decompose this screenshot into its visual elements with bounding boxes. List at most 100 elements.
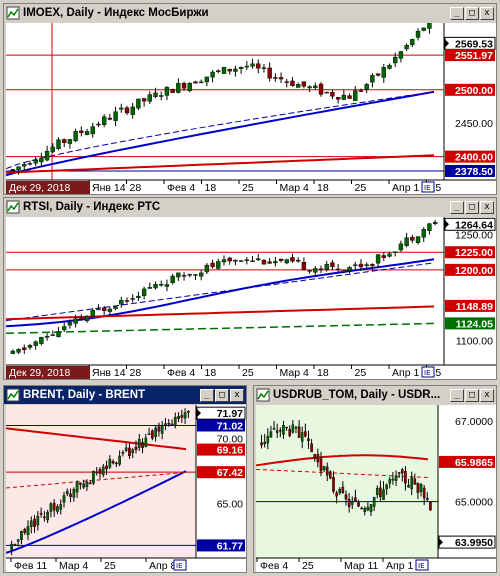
brent-titlebar[interactable]: BRENT, Daily - BRENT _ □ x bbox=[4, 386, 246, 404]
candle bbox=[44, 150, 50, 161]
candle bbox=[295, 84, 301, 88]
candle bbox=[153, 284, 158, 289]
candle bbox=[177, 416, 180, 420]
imoex-window[interactable]: IMOEX, Daily - Индекс МосБиржи _ □ x 256… bbox=[3, 3, 497, 195]
candle bbox=[256, 63, 261, 69]
candle bbox=[39, 157, 44, 163]
minimize-button[interactable]: _ bbox=[450, 6, 464, 20]
close-button[interactable]: x bbox=[480, 200, 494, 214]
maximize-button[interactable]: □ bbox=[465, 6, 479, 20]
plot-area[interactable] bbox=[6, 405, 196, 558]
candle bbox=[204, 76, 210, 83]
candle bbox=[291, 424, 295, 433]
candle bbox=[115, 462, 118, 465]
candle bbox=[67, 322, 73, 326]
maximize-button[interactable]: □ bbox=[465, 200, 479, 214]
time-label: Апр 1 bbox=[392, 182, 419, 194]
candle bbox=[59, 504, 63, 510]
chart-icon bbox=[6, 388, 20, 402]
minimize-button[interactable]: _ bbox=[450, 200, 464, 214]
rtsi-titlebar[interactable]: RTSI, Daily - Индекс РТС _ □ x bbox=[4, 198, 496, 216]
brent-chart[interactable]: 71.97 71.02 70.00 69.16 67.42 65.00 61.77 Фев 1… bbox=[6, 405, 246, 572]
candle bbox=[90, 310, 95, 317]
rtsi-window[interactable]: RTSI, Daily - Индекс РТС _ □ x 1264.64 12… bbox=[3, 197, 497, 380]
brent-window[interactable]: BRENT, Daily - BRENT _ □ x 71.97 71.02 70.… bbox=[3, 385, 247, 573]
candle bbox=[325, 466, 329, 476]
close-button[interactable]: x bbox=[230, 388, 244, 402]
candle bbox=[84, 316, 90, 322]
candle bbox=[304, 431, 307, 437]
candle bbox=[366, 507, 370, 511]
candle bbox=[322, 466, 326, 471]
time-label: Янв 14 bbox=[92, 182, 126, 194]
candle bbox=[144, 437, 148, 447]
scale-icon[interactable] bbox=[421, 181, 435, 193]
candle bbox=[173, 417, 177, 426]
price-label: 70.00 bbox=[217, 434, 243, 446]
candle bbox=[307, 438, 310, 442]
candle bbox=[50, 146, 55, 152]
usdrub-chart[interactable]: 67.0000 65.9865 65.0000 63.9950 Фев 4 25 Мар 1… bbox=[256, 405, 496, 572]
candle bbox=[307, 86, 312, 89]
candle bbox=[193, 274, 198, 276]
chart-icon bbox=[256, 388, 270, 402]
candle bbox=[381, 255, 386, 258]
candle bbox=[95, 471, 99, 474]
candle bbox=[121, 452, 125, 454]
scale-icon-glyph: IE bbox=[424, 369, 431, 377]
price-label: 1200.00 bbox=[455, 265, 493, 277]
rtsi-chart[interactable]: 1264.64 1250.00 1225.00 1200.00 1148.89 1124.… bbox=[6, 217, 496, 379]
time-axis bbox=[6, 365, 496, 379]
price-label: 2551.97 bbox=[455, 50, 493, 62]
imoex-titlebar[interactable]: IMOEX, Daily - Индекс МосБиржи _ □ x bbox=[4, 4, 496, 22]
candle bbox=[124, 107, 130, 114]
usdrub-titlebar[interactable]: USDRUB_TOM, Daily - USDR... _ □ x bbox=[254, 386, 496, 404]
candle bbox=[181, 82, 187, 89]
moving-average-line bbox=[6, 427, 187, 451]
scale-icon[interactable] bbox=[421, 366, 435, 378]
candle bbox=[279, 429, 282, 432]
time-label: 28 bbox=[130, 367, 142, 379]
candle bbox=[136, 295, 141, 299]
close-button[interactable]: x bbox=[480, 6, 494, 20]
imoex-chart[interactable]: 2569.53 2551.97 2500.00 2450.00 2400.00 2378.… bbox=[6, 23, 496, 194]
candle bbox=[233, 259, 238, 262]
candle bbox=[170, 423, 174, 426]
price-badge bbox=[197, 466, 245, 479]
candle bbox=[350, 501, 354, 505]
close-button[interactable]: x bbox=[480, 388, 494, 402]
candle bbox=[375, 73, 381, 76]
minimize-button[interactable]: _ bbox=[200, 388, 214, 402]
candle bbox=[16, 349, 21, 353]
maximize-button[interactable]: □ bbox=[465, 388, 479, 402]
date-label: Дек 29, 2018 bbox=[9, 182, 70, 194]
candle bbox=[404, 237, 409, 246]
candle bbox=[170, 275, 175, 283]
candle bbox=[75, 481, 79, 493]
candle bbox=[131, 449, 135, 454]
candle bbox=[46, 511, 49, 521]
candle bbox=[300, 432, 304, 442]
candle bbox=[316, 453, 320, 463]
candle bbox=[347, 267, 352, 271]
candle bbox=[295, 259, 301, 262]
minimize-button[interactable]: _ bbox=[450, 388, 464, 402]
candle bbox=[324, 91, 329, 94]
time-label: Апр 1 bbox=[386, 560, 413, 572]
candle bbox=[56, 139, 61, 150]
scale-icon[interactable] bbox=[173, 559, 187, 571]
candle bbox=[400, 469, 404, 474]
usdrub-window[interactable]: USDRUB_TOM, Daily - USDR... _ □ x 67.000… bbox=[253, 385, 497, 573]
candle bbox=[23, 529, 27, 533]
candle bbox=[105, 465, 108, 470]
scale-icon[interactable] bbox=[415, 559, 429, 571]
candle bbox=[266, 436, 270, 444]
candle bbox=[193, 81, 198, 84]
candle bbox=[398, 243, 404, 251]
time-label: 25 bbox=[104, 560, 116, 572]
maximize-button[interactable]: □ bbox=[215, 388, 229, 402]
moving-average-line bbox=[256, 454, 429, 467]
candle bbox=[297, 426, 301, 438]
candle bbox=[10, 169, 16, 171]
candle bbox=[421, 229, 426, 238]
